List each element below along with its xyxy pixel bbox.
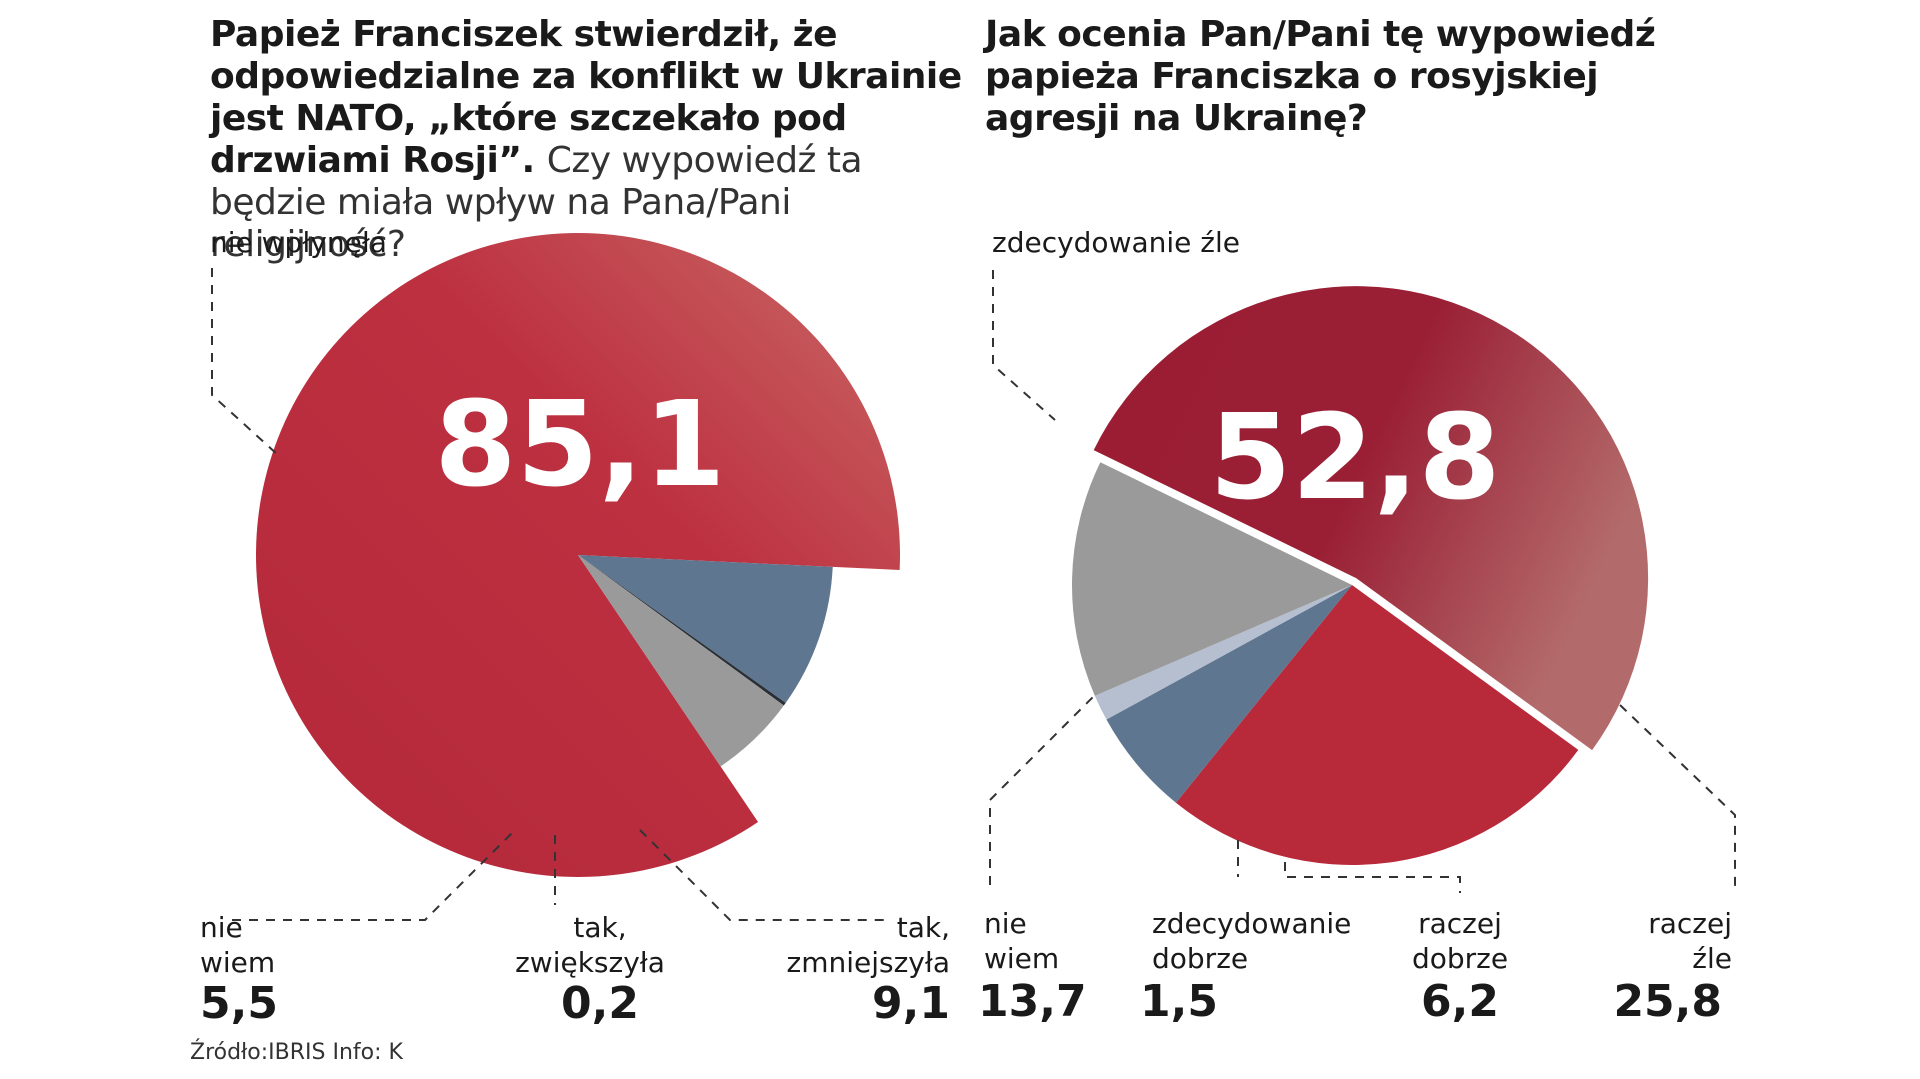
label-nie-wiem-left-line2: wiem [200,946,275,979]
highlight-value-left: 85,1 [434,375,725,513]
pie-slice-nie-wiem [578,555,784,767]
value-raczej-zle: 25,8 [1613,976,1722,1027]
pie-slice-nie-wplynela [255,233,900,878]
pie-slice-nie-wiem [1072,462,1352,696]
pie-slice-tak-zmniejszyla [578,555,833,703]
pie-slice-zdecydowanie-zle [1093,286,1649,751]
label-zwiekszyla-line2: zwiększyła [515,946,665,979]
value-zmniejszyla: 9,1 [872,978,950,1029]
value-nie-wiem-left: 5,5 [200,978,278,1029]
label-zdecydowanie-dobrze-line2: dobrze [1152,942,1248,975]
leader-nie-wiem-right [989,694,1096,885]
value-nie-wiem-right: 13,7 [978,976,1087,1027]
label-nie-wiem-right-line1: nie [984,907,1027,940]
chart-title-right: Jak ocenia Pan/Pani tę wypowiedź papieża… [985,14,1705,140]
chart-title-left-question: Czy wypowiedź ta będzie miała wpływ na P… [210,140,863,265]
leader-raczej-dobrze [1284,862,1461,893]
pie-slice-zdecydowanie-dobrze [1094,585,1352,720]
value-raczej-dobrze: 6,2 [1421,976,1499,1027]
value-zdecydowanie-dobrze: 1,5 [1140,976,1218,1027]
label-nie-wiem-right-line2: wiem [984,942,1059,975]
pie-chart-left [255,233,900,878]
label-raczej-zle-line1: raczej [1648,907,1732,940]
chart-title-left-bold: Papież Franciszek stwierdził, że odpowie… [210,14,962,181]
leader-zmniejszyla [639,829,885,921]
source-note: Źródło:IBRIS Info: K [190,1040,403,1065]
pie-slice-raczej-dobrze [1106,585,1352,803]
leader-raczej-zle [1619,704,1736,892]
leader-zdecydowanie-zle [992,270,1056,421]
label-nie-wplynela: nie wpłynęła [210,226,387,259]
highlight-value-right: 52,8 [1209,388,1500,526]
label-raczej-zle-line2: źle [1692,942,1732,975]
leader-nie-wplynela [211,268,279,456]
pie-slice-tak-zwiekszyla [578,555,786,706]
label-zdecydowanie-dobrze-line1: zdecydowanie [1152,907,1351,940]
value-zwiekszyla: 0,2 [561,978,639,1029]
label-nie-wiem-left-line1: nie [200,911,243,944]
pie-slice-raczej-zle [1175,585,1579,865]
label-zwiekszyla-line1: tak, [573,911,626,944]
leader-nie-wiem-left [232,829,516,921]
label-zdecydowanie-zle: zdecydowanie źle [992,226,1240,259]
chart-title-left: Papież Franciszek stwierdził, że odpowie… [210,14,970,266]
pie-chart-right [1072,286,1649,865]
chart-title-right-bold: Jak ocenia Pan/Pani tę wypowiedź papieża… [985,14,1656,139]
label-zmniejszyla-line1: tak, [897,911,950,944]
label-raczej-dobrze-line1: raczej [1418,907,1502,940]
label-zmniejszyla-line2: zmniejszyła [787,946,950,979]
label-raczej-dobrze-line2: dobrze [1412,942,1508,975]
